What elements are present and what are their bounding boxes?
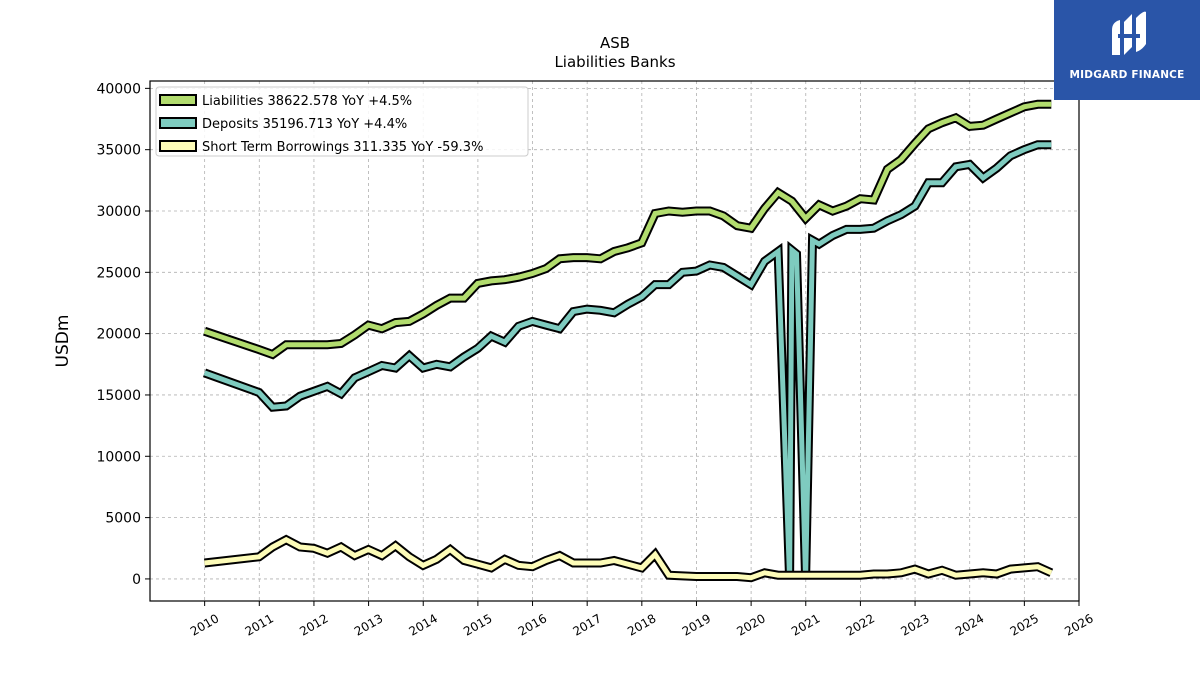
chart-subtitle: Liabilities Banks [554,53,675,71]
chart-title: ASB [600,34,630,52]
x-tick-label: 2019 [680,611,713,638]
legend: Liabilities 38622.578 YoY +4.5% Deposits … [155,86,529,157]
x-tick-label: 2022 [844,611,877,638]
y-tick-label: 15000 [96,388,141,404]
y-axis-label: USDm [53,315,73,368]
gridlines [150,81,1080,601]
x-tick-label: 2010 [188,611,221,638]
logo-mark-icon [1112,11,1146,55]
x-tick-label: 2021 [789,611,822,638]
legend-label: Deposits 35196.713 YoY +4.4% [202,117,407,132]
legend-swatch [159,94,197,106]
y-tick-label: 35000 [96,143,141,159]
x-tick-label: 2014 [407,611,440,638]
legend-label: Short Term Borrowings 311.335 YoY -59.3% [202,140,483,155]
y-tick-label: 0 [132,572,141,588]
x-tick-label: 2015 [461,611,494,638]
y-tick-label: 5000 [105,511,141,527]
logo-text: MIDGARD FINANCE [1069,69,1185,81]
x-tick-label: 2020 [734,611,767,638]
y-tick-label: 20000 [96,327,141,343]
midgard-finance-logo: MIDGARD FINANCE [1054,0,1200,100]
x-tick-label: 2013 [352,611,385,638]
y-tick-label: 25000 [96,265,141,281]
y-tick-label: 30000 [96,204,141,220]
series-lines [202,99,1054,583]
series-line-1 [203,142,1052,579]
x-tick-label: 2011 [243,611,276,638]
x-tick-label: 2017 [570,611,603,638]
y-tick-label: 40000 [96,81,141,97]
series-line-0 [203,101,1052,358]
plot-area-frame [149,80,1080,602]
x-tick-label: 2024 [953,611,986,638]
x-tick-label: 2012 [297,611,330,638]
x-tick-label: 2026 [1062,611,1095,638]
x-tick-label: 2018 [625,611,658,638]
legend-swatch [159,140,197,152]
legend-label: Liabilities 38622.578 YoY +4.5% [202,94,412,109]
series-line-outline-1 [202,140,1052,580]
legend-box [155,86,529,157]
series-line-2 [204,536,1053,581]
x-tick-label: 2025 [1008,611,1041,638]
x-tick-label: 2023 [898,611,931,638]
x-tick-label: 2016 [516,611,549,638]
legend-swatch [159,117,197,129]
y-tick-label: 10000 [96,449,141,465]
